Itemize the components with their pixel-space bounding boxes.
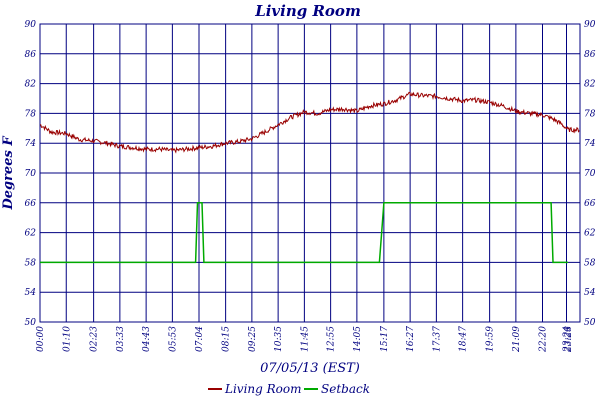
x-tick-label: 23:28 — [564, 326, 574, 353]
y-tick-label-right: 86 — [584, 50, 596, 60]
y-tick-label: 54 — [25, 288, 37, 298]
x-tick-label: 18:47 — [459, 326, 469, 352]
x-tick-label: 08:15 — [222, 326, 232, 352]
y-tick-label: 90 — [25, 20, 37, 30]
x-axis-label: 07/05/13 (EST) — [260, 361, 360, 376]
x-tick-label: 15:17 — [380, 326, 390, 352]
x-tick-label: 03:33 — [116, 326, 126, 352]
x-tick-label: 11:45 — [300, 326, 310, 352]
x-tick-label: 02:23 — [90, 326, 100, 352]
y-ticks-right: 50 54 58 62 66 70 74 78 82 86 90 — [584, 20, 596, 328]
x-tick-label: 07:04 — [195, 326, 205, 352]
x-ticks: 00:00 01:10 02:23 03:33 04:43 05:53 07:04 08:15… — [36, 326, 574, 353]
series-group — [39, 91, 580, 264]
y-tick-label: 82 — [25, 80, 37, 90]
x-tick-label: 23:24 — [563, 326, 573, 353]
x-tick-label: 01:10 — [62, 326, 72, 352]
y-tick-label-right: 82 — [584, 80, 596, 90]
x-tick-label: 00:00 — [36, 326, 46, 352]
grid — [40, 23, 580, 323]
y-tick-label-right: 74 — [584, 139, 596, 149]
y-tick-label: 62 — [25, 229, 37, 239]
y-tick-label: 74 — [25, 139, 37, 149]
y-axis-label: Degrees F — [1, 136, 16, 211]
y-tick-label-right: 78 — [584, 109, 596, 119]
x-tick-label: 19:59 — [486, 326, 496, 352]
x-tick-label: 04:43 — [142, 326, 152, 352]
x-tick-label: 05:53 — [168, 326, 178, 352]
legend: Living Room Setback — [208, 382, 370, 396]
x-tick-label: 10:35 — [274, 326, 284, 352]
chart-title: Living Room — [254, 2, 361, 20]
x-tick-label: 21:09 — [512, 326, 522, 353]
y-tick-label-right: 50 — [584, 318, 596, 328]
y-tick-label-right: 90 — [584, 20, 596, 30]
x-tick-label: 12:55 — [327, 326, 337, 352]
series-line-setback — [40, 202, 568, 264]
x-tick-label: 09:25 — [248, 326, 258, 352]
y-tick-label-right: 70 — [584, 169, 596, 179]
y-tick-label: 66 — [25, 199, 37, 209]
x-tick-label: 16:27 — [406, 326, 416, 352]
y-tick-label-right: 66 — [584, 199, 596, 209]
series-line-living-room — [39, 91, 580, 154]
y-tick-label-right: 62 — [584, 229, 596, 239]
x-tick-label: 17:37 — [432, 326, 442, 352]
y-tick-label-right: 54 — [584, 288, 596, 298]
y-tick-label-right: 58 — [584, 258, 596, 268]
y-tick-label: 78 — [25, 109, 37, 119]
y-tick-label: 58 — [25, 258, 37, 268]
y-tick-label: 50 — [25, 318, 37, 328]
y-tick-label: 70 — [25, 169, 37, 179]
y-ticks-left: 50 54 58 62 66 70 74 78 82 86 90 — [25, 20, 37, 328]
legend-label-living-room: Living Room — [224, 382, 302, 396]
x-tick-label: 22:20 — [539, 326, 549, 353]
x-tick-label: 14:05 — [353, 326, 363, 352]
y-tick-label: 86 — [25, 50, 37, 60]
plot-frame — [39, 23, 581, 323]
legend-label-setback: Setback — [321, 382, 370, 396]
